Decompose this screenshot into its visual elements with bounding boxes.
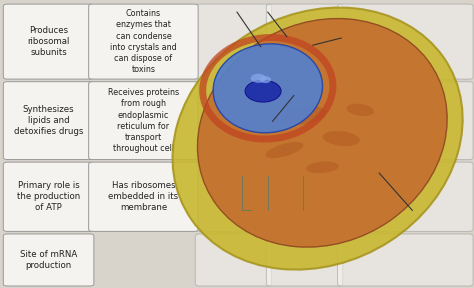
FancyBboxPatch shape [266,162,343,231]
Circle shape [245,80,281,102]
Text: Synthesizes
lipids and
detoxifies drugs: Synthesizes lipids and detoxifies drugs [14,105,83,136]
Text: Contains
enzymes that
can condense
into crystals and
can dispose of
toxins: Contains enzymes that can condense into … [110,9,177,74]
Ellipse shape [198,18,447,247]
Ellipse shape [265,142,303,158]
Text: Primary role is
the production
of ATP: Primary role is the production of ATP [17,181,80,212]
Text: Produces
ribosomal
subunits: Produces ribosomal subunits [27,26,70,57]
FancyBboxPatch shape [195,4,272,79]
Circle shape [260,76,271,83]
FancyBboxPatch shape [3,4,94,79]
FancyBboxPatch shape [3,162,94,231]
FancyBboxPatch shape [337,82,473,160]
FancyBboxPatch shape [195,234,272,286]
FancyBboxPatch shape [89,162,198,231]
FancyBboxPatch shape [266,4,343,79]
Circle shape [251,74,266,83]
Ellipse shape [306,161,339,173]
Ellipse shape [346,104,374,116]
FancyBboxPatch shape [337,162,473,231]
FancyBboxPatch shape [3,82,94,160]
FancyBboxPatch shape [195,82,272,160]
FancyBboxPatch shape [337,4,473,79]
Ellipse shape [173,7,463,270]
FancyBboxPatch shape [337,234,473,286]
Text: Receives proteins
from rough
endoplasmic
reticulum for
transport
throughout cell: Receives proteins from rough endoplasmic… [108,88,179,153]
FancyBboxPatch shape [266,234,343,286]
Ellipse shape [213,44,322,133]
FancyBboxPatch shape [195,162,272,231]
Text: Has ribosomes
embedded in its
membrane: Has ribosomes embedded in its membrane [109,181,178,212]
Text: Site of mRNA
production: Site of mRNA production [20,250,77,270]
Ellipse shape [281,106,326,125]
FancyBboxPatch shape [89,4,198,79]
FancyBboxPatch shape [89,82,198,160]
Ellipse shape [323,131,360,146]
FancyBboxPatch shape [3,234,94,286]
